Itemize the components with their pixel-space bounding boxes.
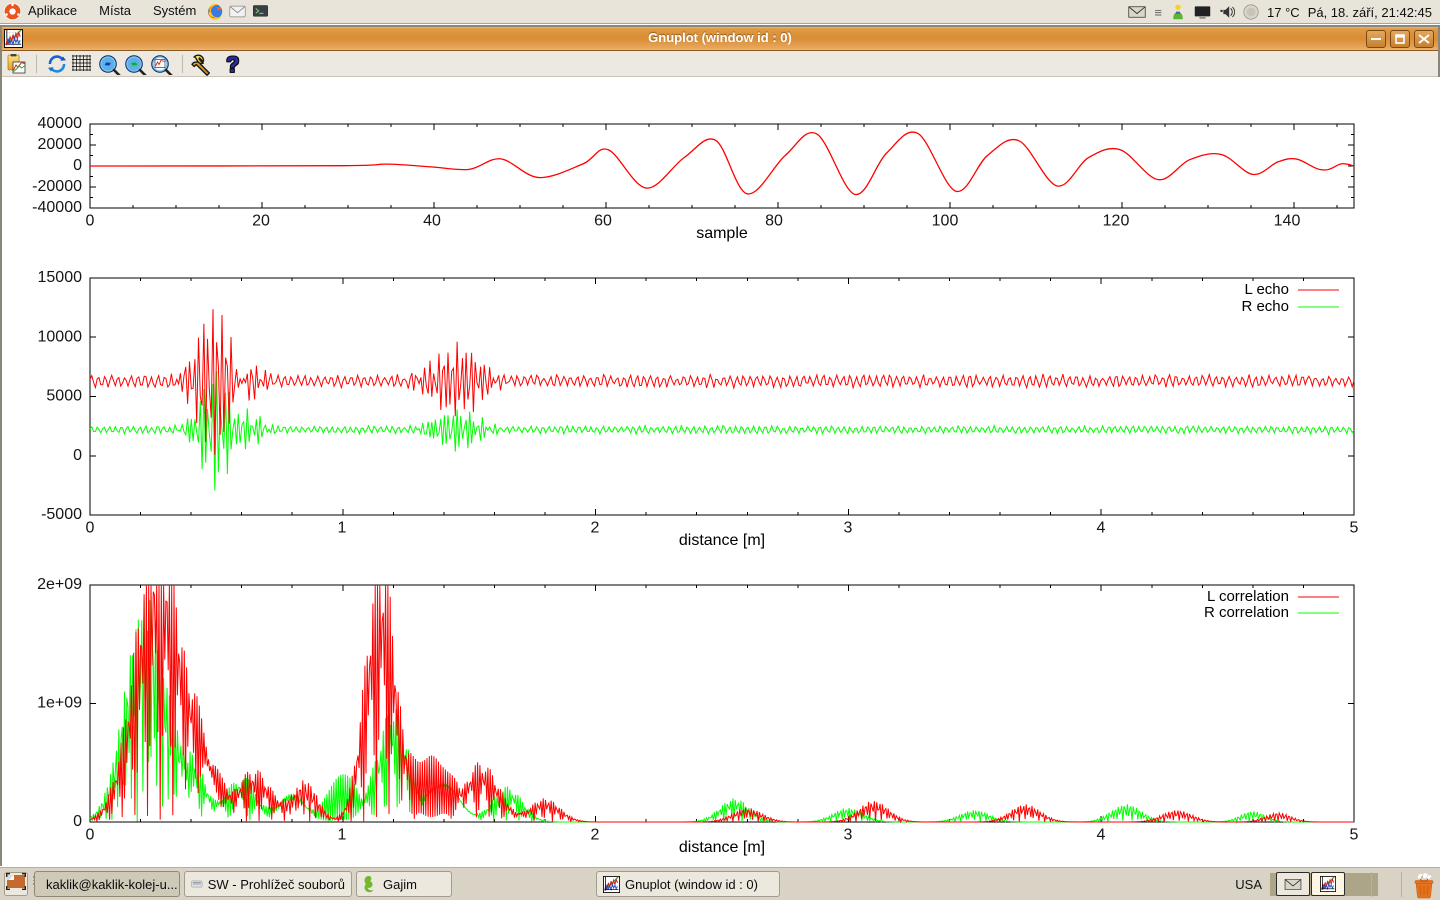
svg-text:140: 140 bbox=[1274, 212, 1301, 229]
svg-text:80: 80 bbox=[765, 212, 783, 229]
svg-text:L correlation: L correlation bbox=[1207, 588, 1289, 605]
svg-text:2e+09: 2e+09 bbox=[37, 576, 82, 593]
svg-text:0: 0 bbox=[73, 447, 82, 464]
svg-text:2: 2 bbox=[591, 826, 600, 843]
svg-text:0: 0 bbox=[73, 813, 82, 830]
svg-text:3: 3 bbox=[844, 826, 853, 843]
svg-text:L echo: L echo bbox=[1245, 281, 1289, 298]
svg-text:R correlation: R correlation bbox=[1204, 604, 1289, 621]
svg-text:40: 40 bbox=[423, 212, 441, 229]
svg-text:1: 1 bbox=[338, 826, 347, 843]
svg-text:-40000: -40000 bbox=[32, 199, 82, 216]
svg-text:0: 0 bbox=[73, 157, 82, 174]
svg-text:20000: 20000 bbox=[38, 136, 83, 153]
svg-text:1e+09: 1e+09 bbox=[37, 695, 82, 712]
svg-text:4: 4 bbox=[1097, 826, 1106, 843]
svg-text:100: 100 bbox=[932, 212, 959, 229]
svg-text:5: 5 bbox=[1350, 826, 1359, 843]
svg-text:40000: 40000 bbox=[38, 115, 83, 132]
svg-text:-5000: -5000 bbox=[41, 506, 82, 523]
svg-text:20: 20 bbox=[252, 212, 270, 229]
svg-text:1: 1 bbox=[338, 519, 347, 536]
svg-text:60: 60 bbox=[594, 212, 612, 229]
svg-text:2: 2 bbox=[591, 519, 600, 536]
svg-text:0: 0 bbox=[86, 212, 95, 229]
svg-text:15000: 15000 bbox=[38, 269, 83, 286]
svg-text:sample: sample bbox=[696, 225, 748, 242]
svg-text:distance [m]: distance [m] bbox=[679, 532, 765, 549]
svg-text:0: 0 bbox=[86, 826, 95, 843]
svg-text:4: 4 bbox=[1097, 519, 1106, 536]
svg-text:R echo: R echo bbox=[1241, 298, 1289, 315]
svg-text:5: 5 bbox=[1350, 519, 1359, 536]
svg-text:0: 0 bbox=[86, 519, 95, 536]
svg-text:distance [m]: distance [m] bbox=[679, 839, 765, 856]
svg-text:-20000: -20000 bbox=[32, 178, 82, 195]
svg-text:120: 120 bbox=[1103, 212, 1130, 229]
svg-text:3: 3 bbox=[844, 519, 853, 536]
svg-text:5000: 5000 bbox=[46, 388, 82, 405]
svg-text:10000: 10000 bbox=[38, 328, 83, 345]
